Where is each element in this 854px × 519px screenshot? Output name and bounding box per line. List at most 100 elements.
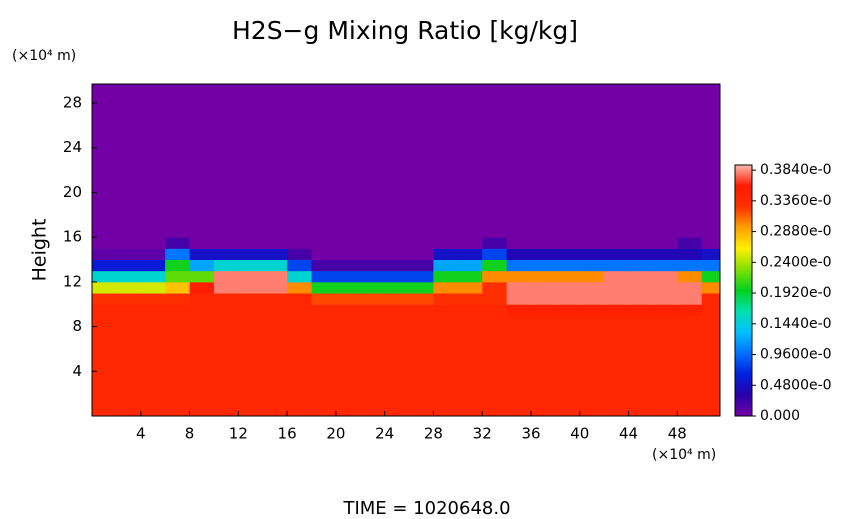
- heatmap-cell: [506, 248, 532, 261]
- heatmap-cell: [384, 281, 410, 294]
- heatmap-cell: [701, 315, 721, 417]
- colorbar-tick-label: 0.000: [760, 408, 800, 424]
- heatmap-cell: [92, 270, 117, 283]
- heatmap-cell: [213, 270, 239, 283]
- heatmap-cell: [628, 248, 654, 261]
- heatmap-cell: [530, 237, 556, 249]
- heatmap-cell: [457, 237, 483, 249]
- heatmap-cell: [530, 248, 556, 261]
- heatmap-cell: [433, 237, 459, 249]
- heatmap-cell: [287, 270, 312, 283]
- heatmap-cell: [409, 281, 434, 294]
- heatmap-cell: [579, 259, 605, 272]
- heatmap-cell: [701, 259, 721, 272]
- heatmap-cell: [652, 281, 678, 294]
- heatmap-cell: [579, 84, 605, 238]
- heatmap-cell: [677, 293, 703, 305]
- heatmap-cell: [140, 270, 166, 283]
- heatmap-cell: [238, 293, 264, 305]
- heatmap-cell: [213, 237, 239, 249]
- x-tick-label: 32: [473, 425, 492, 443]
- x-tick-label: 4: [136, 425, 146, 443]
- colorbar-tick-label: 0.4800e-0: [760, 377, 832, 393]
- heatmap-cell: [628, 84, 654, 238]
- heatmap-cell: [189, 293, 215, 305]
- heatmap-cell: [165, 315, 191, 417]
- heatmap-cell: [409, 293, 434, 305]
- heatmap-cell: [482, 270, 508, 283]
- heatmap-cell: [701, 293, 721, 305]
- heatmap-cell: [457, 270, 483, 283]
- heatmap-cell: [165, 259, 191, 272]
- x-tick-label: 40: [570, 425, 589, 443]
- heatmap-cell: [433, 293, 459, 305]
- heatmap-cell: [530, 270, 556, 283]
- heatmap-cell: [213, 293, 239, 305]
- colorbar-tick-label: 0.9600e-0: [760, 347, 832, 363]
- heatmap-cell: [677, 281, 703, 294]
- heatmap-cell: [579, 304, 605, 316]
- x-unit: (×10⁴ m): [652, 447, 716, 463]
- heatmap-cell: [652, 84, 678, 238]
- heatmap-cell: [482, 304, 508, 316]
- heatmap-cell: [262, 248, 288, 261]
- heatmap-cell: [116, 315, 142, 417]
- heatmap-cell: [92, 259, 117, 272]
- heatmap-cell: [262, 293, 288, 305]
- heatmap-cell: [677, 259, 703, 272]
- heatmap-cell: [311, 304, 337, 316]
- colorbar-tick-label: 0.2880e-0: [760, 224, 832, 240]
- heatmap-cell: [433, 315, 459, 417]
- heatmap-cell: [311, 270, 337, 283]
- heatmap-cell: [384, 304, 410, 316]
- heatmap-cell: [579, 281, 605, 294]
- heatmap-cell: [384, 237, 410, 249]
- heatmap-cell: [140, 304, 166, 316]
- heatmap-cell: [677, 237, 703, 249]
- heatmap-cell: [116, 248, 142, 261]
- footer: TIME = 1020648.0: [342, 498, 510, 519]
- heatmap-cell: [335, 237, 361, 249]
- heatmap-cell: [384, 270, 410, 283]
- heatmap-cell: [652, 293, 678, 305]
- colorbar: [734, 164, 753, 417]
- heatmap-cell: [384, 315, 410, 417]
- heatmap-cell: [506, 259, 532, 272]
- x-tick-label: 20: [326, 425, 345, 443]
- heatmap-cell: [506, 270, 532, 283]
- heatmap-cell: [457, 315, 483, 417]
- heatmap-cell: [189, 248, 215, 261]
- heatmap-cell: [213, 315, 239, 417]
- chart-title: H2S−g Mixing Ratio [kg/kg]: [232, 16, 578, 45]
- heatmap-cell: [701, 281, 721, 294]
- heatmap-cell: [409, 237, 434, 249]
- heatmap-cell: [311, 293, 337, 305]
- heatmap-cell: [238, 315, 264, 417]
- y-tick-label: 20: [63, 183, 82, 201]
- colorbar-tick-label: 0.1920e-0: [760, 285, 832, 301]
- heatmap-cell: [604, 259, 630, 272]
- heatmap-cell: [433, 248, 459, 261]
- heatmap-cell: [409, 270, 434, 283]
- heatmap-cell: [530, 259, 556, 272]
- heatmap-cell: [555, 270, 581, 283]
- heatmap-cell: [409, 304, 434, 316]
- heatmap-cell: [604, 270, 630, 283]
- heatmap-cell: [262, 259, 288, 272]
- colorbar-tick-label: 0.3360e-0: [760, 193, 832, 209]
- heatmap-cell: [384, 293, 410, 305]
- heatmap-cell: [238, 304, 264, 316]
- heatmap-cell: [335, 270, 361, 283]
- heatmap-cell: [165, 248, 191, 261]
- heatmap-cell: [555, 259, 581, 272]
- x-tick-label: 28: [424, 425, 443, 443]
- heatmap-cell: [165, 270, 191, 283]
- heatmap-cell: [360, 281, 386, 294]
- y-unit: (×10⁴ m): [12, 48, 76, 64]
- heatmap-cell: [652, 315, 678, 417]
- heatmap-cell: [457, 259, 483, 272]
- heatmap-cell: [579, 293, 605, 305]
- heatmap-cell: [238, 84, 264, 238]
- heatmap-cell: [189, 270, 215, 283]
